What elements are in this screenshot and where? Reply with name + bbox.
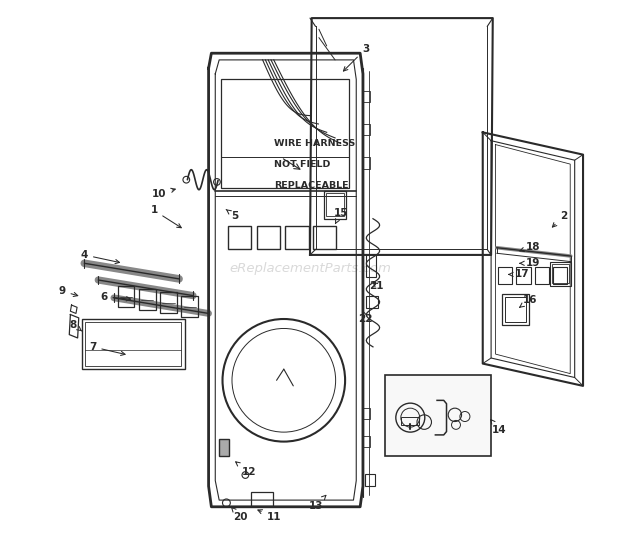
Text: 22: 22 — [358, 311, 373, 324]
Bar — [534, 267, 549, 284]
Bar — [362, 124, 370, 135]
Bar — [228, 226, 251, 249]
Text: 10: 10 — [153, 188, 175, 199]
Text: 12: 12 — [236, 462, 256, 477]
Bar — [181, 296, 198, 317]
Bar — [385, 375, 491, 455]
Bar — [502, 294, 529, 325]
Bar — [219, 439, 229, 455]
Text: 13: 13 — [308, 496, 326, 511]
Text: 7: 7 — [89, 342, 125, 356]
Text: 19: 19 — [520, 258, 540, 268]
Text: 18: 18 — [520, 241, 540, 251]
Bar — [285, 226, 309, 249]
Text: 1: 1 — [151, 206, 181, 228]
Text: 9: 9 — [58, 286, 78, 296]
Bar — [553, 267, 567, 284]
Text: 14: 14 — [491, 419, 507, 436]
Bar — [362, 157, 370, 169]
Text: 20: 20 — [231, 507, 247, 522]
Bar — [505, 297, 526, 322]
Bar — [516, 267, 531, 284]
Text: REPLACEABLE: REPLACEABLE — [274, 181, 348, 190]
Bar — [118, 286, 135, 307]
Bar — [498, 267, 512, 284]
Bar — [221, 80, 349, 188]
Bar — [362, 408, 370, 419]
Text: NOT FIELD: NOT FIELD — [274, 160, 330, 169]
Text: WIRE HARNESS: WIRE HARNESS — [274, 139, 355, 148]
Text: eReplacementParts.com: eReplacementParts.com — [229, 262, 391, 276]
Text: 11: 11 — [258, 510, 281, 522]
Bar — [326, 193, 344, 217]
Text: 8: 8 — [69, 320, 82, 331]
Text: 15: 15 — [334, 208, 348, 223]
Bar — [252, 492, 273, 506]
Bar — [362, 436, 370, 447]
Bar — [324, 191, 346, 219]
Text: 6: 6 — [100, 292, 131, 302]
Bar — [362, 91, 370, 102]
Text: 16: 16 — [520, 295, 538, 307]
Bar — [365, 474, 374, 486]
Bar — [160, 292, 177, 314]
Bar — [366, 255, 376, 277]
Text: 21: 21 — [370, 281, 384, 291]
Bar — [312, 226, 336, 249]
Bar — [549, 262, 571, 286]
Bar — [257, 226, 280, 249]
Text: 4: 4 — [81, 250, 120, 264]
Bar — [552, 264, 569, 283]
Bar — [85, 323, 181, 366]
Text: 3: 3 — [343, 44, 370, 71]
Bar — [139, 289, 156, 310]
Text: 17: 17 — [508, 269, 529, 279]
Bar — [366, 296, 378, 308]
Text: 2: 2 — [552, 211, 567, 227]
Bar — [401, 417, 419, 425]
Text: 5: 5 — [226, 209, 239, 221]
Bar — [82, 319, 185, 369]
